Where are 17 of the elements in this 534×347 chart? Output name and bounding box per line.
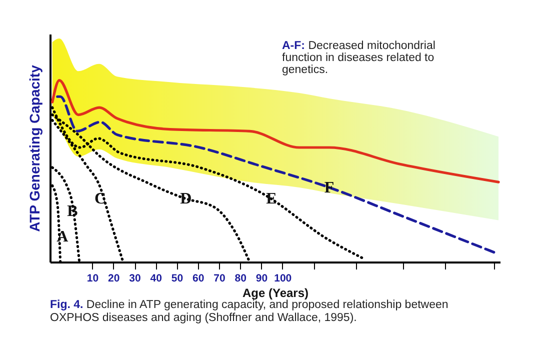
text: A-F: Decreased mitochondrial function in diseases related to genetics. xyxy=(282,40,436,76)
x-tick-label: 30 xyxy=(129,272,142,284)
x-tick-label: 10 xyxy=(86,272,99,284)
caption: Fig. 4. Decline in ATP generating capacity, and proposed relationship between OXPHOS diseases and aging (Shoffner and Wallace, 1995). xyxy=(50,299,450,325)
x-tick-label: 70 xyxy=(214,272,226,284)
y-axis-title: ATP Generating Capacity xyxy=(26,64,42,232)
x-tick-label: 60 xyxy=(192,272,204,284)
annotation: B xyxy=(67,203,78,220)
x-tick-label: 100 xyxy=(274,272,292,284)
x-tick-label: 20 xyxy=(108,272,120,284)
annotation: A xyxy=(56,228,69,246)
annotation: C xyxy=(94,190,106,208)
x-tick-label: 40 xyxy=(150,272,162,284)
x-tick-label: 50 xyxy=(171,272,184,284)
x-axis-title: Age (Years) xyxy=(242,286,309,300)
x-tick-label: 90 xyxy=(256,272,268,284)
x-tick-label: 80 xyxy=(234,272,247,284)
